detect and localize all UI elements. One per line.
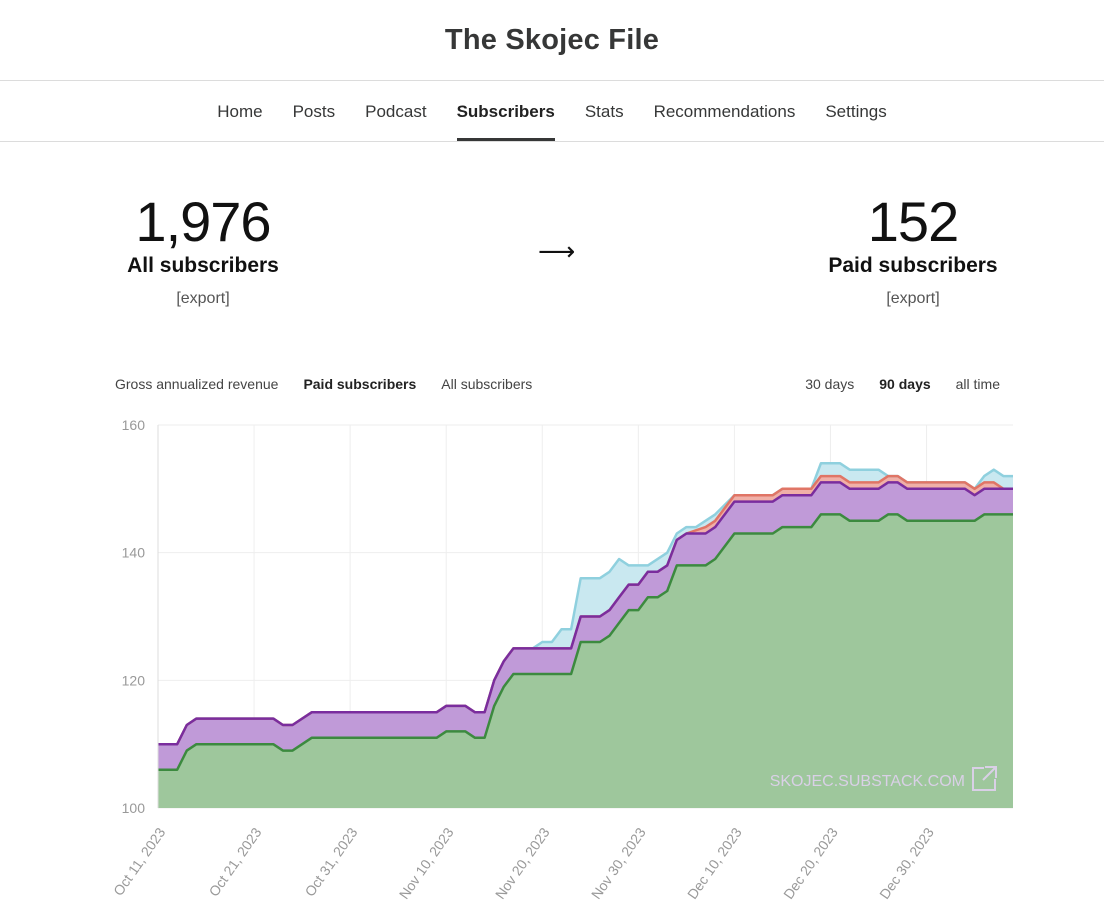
y-tick-label: 160 xyxy=(122,417,146,433)
range-tabs: 30 days 90 days all time xyxy=(805,376,1000,392)
x-tick-label: Dec 10, 2023 xyxy=(684,824,745,902)
watermark-text: SKOJEC.SUBSTACK.COM xyxy=(770,773,965,790)
tab-gross-revenue[interactable]: Gross annualized revenue xyxy=(115,376,279,392)
x-tick-label: Oct 31, 2023 xyxy=(302,824,361,899)
y-tick-label: 140 xyxy=(122,545,146,561)
paid-subscribers-summary: 152 Paid subscribers [export] xyxy=(793,192,1033,308)
top-nav: Home Posts Podcast Subscribers Stats Rec… xyxy=(0,81,1104,141)
paid-subscribers-label: Paid subscribers xyxy=(828,254,998,277)
x-tick-label: Dec 30, 2023 xyxy=(876,824,937,902)
export-all-link[interactable]: [export] xyxy=(176,290,230,307)
nav-recommendations[interactable]: Recommendations xyxy=(653,102,796,121)
all-subscribers-summary: 1,976 All subscribers [export] xyxy=(83,192,323,308)
x-tick-label: Oct 11, 2023 xyxy=(110,824,169,898)
tab-paid-subscribers[interactable]: Paid subscribers xyxy=(303,376,417,392)
nav-podcast[interactable]: Podcast xyxy=(365,102,427,121)
green-series-area xyxy=(158,514,1013,808)
external-link-icon xyxy=(972,766,997,791)
page-title: The Skojec File xyxy=(444,23,660,56)
tab-30-days[interactable]: 30 days xyxy=(805,376,855,392)
nav-subscribers[interactable]: Subscribers xyxy=(442,81,570,141)
purple-series-line xyxy=(158,481,1013,746)
watermark[interactable]: SKOJEC.SUBSTACK.COM xyxy=(770,766,997,791)
tab-all-subscribers[interactable]: All subscribers xyxy=(441,376,533,392)
nav-stats[interactable]: Stats xyxy=(584,102,624,121)
all-subscribers-count: 1,976 xyxy=(135,190,271,253)
y-tick-label: 100 xyxy=(122,800,146,816)
x-tick-label: Dec 20, 2023 xyxy=(780,824,841,902)
paid-subscribers-count: 152 xyxy=(867,190,959,253)
x-tick-label: Nov 30, 2023 xyxy=(588,824,649,902)
y-tick-label: 120 xyxy=(122,672,146,688)
green-series-line xyxy=(158,513,1013,771)
x-tick-label: Oct 21, 2023 xyxy=(205,824,264,899)
all-subscribers-label: All subscribers xyxy=(127,254,279,277)
nav-settings[interactable]: Settings xyxy=(825,102,887,121)
x-tick-label: Nov 10, 2023 xyxy=(396,824,457,902)
nav-posts[interactable]: Posts xyxy=(292,102,336,121)
chart-areas xyxy=(158,462,1013,808)
nav-home[interactable]: Home xyxy=(217,102,263,121)
export-paid-link[interactable]: [export] xyxy=(886,290,940,307)
arrow-icon: ⟶ xyxy=(538,236,576,266)
header-divider xyxy=(0,80,1104,81)
tab-all-time[interactable]: all time xyxy=(955,376,1000,392)
nav-divider xyxy=(0,141,1104,142)
tab-90-days[interactable]: 90 days xyxy=(879,376,931,392)
metric-tabs: Gross annualized revenue Paid subscriber… xyxy=(115,376,532,392)
x-tick-label: Nov 20, 2023 xyxy=(492,824,553,902)
paid-subscribers-chart: 100 120 140 160 Oct 11, 2023 Oct 21, 2023 Oct … xyxy=(110,417,1013,902)
